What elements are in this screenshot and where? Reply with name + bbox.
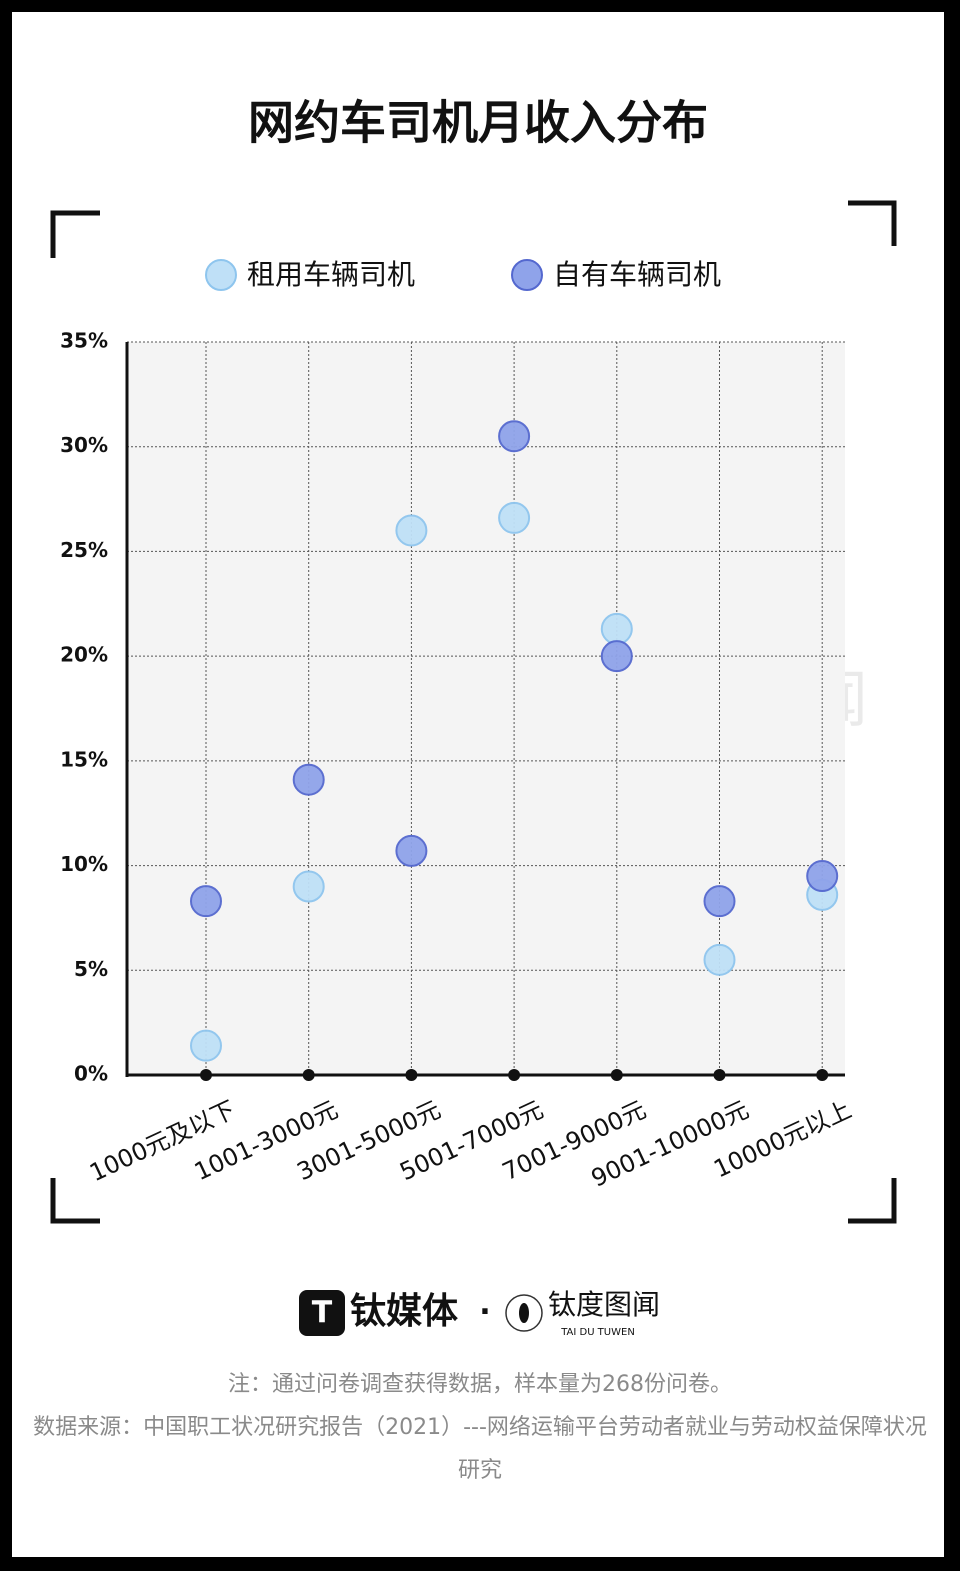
y-tick-label: 25%: [60, 538, 108, 562]
dot: [292, 870, 325, 903]
dot: [190, 885, 222, 918]
dot: [498, 420, 531, 453]
plot-area: [127, 342, 845, 1075]
brand-logo: 钛媒体: [350, 1291, 458, 1332]
dot: [292, 763, 325, 796]
dot: [395, 514, 428, 547]
dot: [600, 640, 633, 673]
dot: [395, 834, 428, 867]
x-tick: [302, 1069, 315, 1081]
brand-logo: 钛度图闻: [548, 1288, 660, 1321]
legend-label: 租用车辆司机: [247, 258, 415, 291]
y-tick-label: 0%: [74, 1062, 108, 1086]
x-tick: [405, 1069, 418, 1081]
x-tick: [610, 1069, 623, 1081]
dot: [498, 501, 531, 534]
y-tick-label: 30%: [60, 433, 108, 457]
corner-brackets: [50, 200, 897, 1224]
svg-text:T: T: [312, 1296, 333, 1331]
brand-sub: TAI DU TUWEN: [560, 1327, 635, 1338]
x-tick: [816, 1069, 829, 1081]
legend-label: 自有车辆司机: [553, 258, 721, 291]
y-tick-label: 5%: [74, 957, 108, 981]
y-tick-label: 15%: [60, 747, 108, 771]
y-tick-label: 10%: [60, 852, 108, 876]
x-tick: [200, 1069, 212, 1081]
dot: [600, 612, 633, 645]
y-tick-label: 20%: [60, 643, 108, 667]
x-tick: [508, 1069, 521, 1081]
x-tick: [713, 1069, 726, 1081]
legend-marker: [205, 259, 237, 291]
dot: [703, 943, 736, 976]
note: 注：通过问卷调查获得数据，样本量为268份问卷。: [228, 1372, 732, 1397]
dot: [806, 860, 839, 893]
dot: [190, 1029, 222, 1062]
dot: [703, 885, 736, 918]
chart-title: 网约车司机月收入分布: [248, 96, 708, 150]
legend-marker: [511, 259, 543, 291]
brand-separator: ·: [479, 1295, 490, 1330]
source: 数据来源：中国职工状况研究报告（2021）---网络运输平台劳动者就业与劳动权益…: [33, 1415, 927, 1483]
brand: T 钛媒体 · 钛度图闻 TAI DU TUWEN: [299, 1288, 660, 1338]
y-tick-label: 35%: [60, 329, 108, 353]
